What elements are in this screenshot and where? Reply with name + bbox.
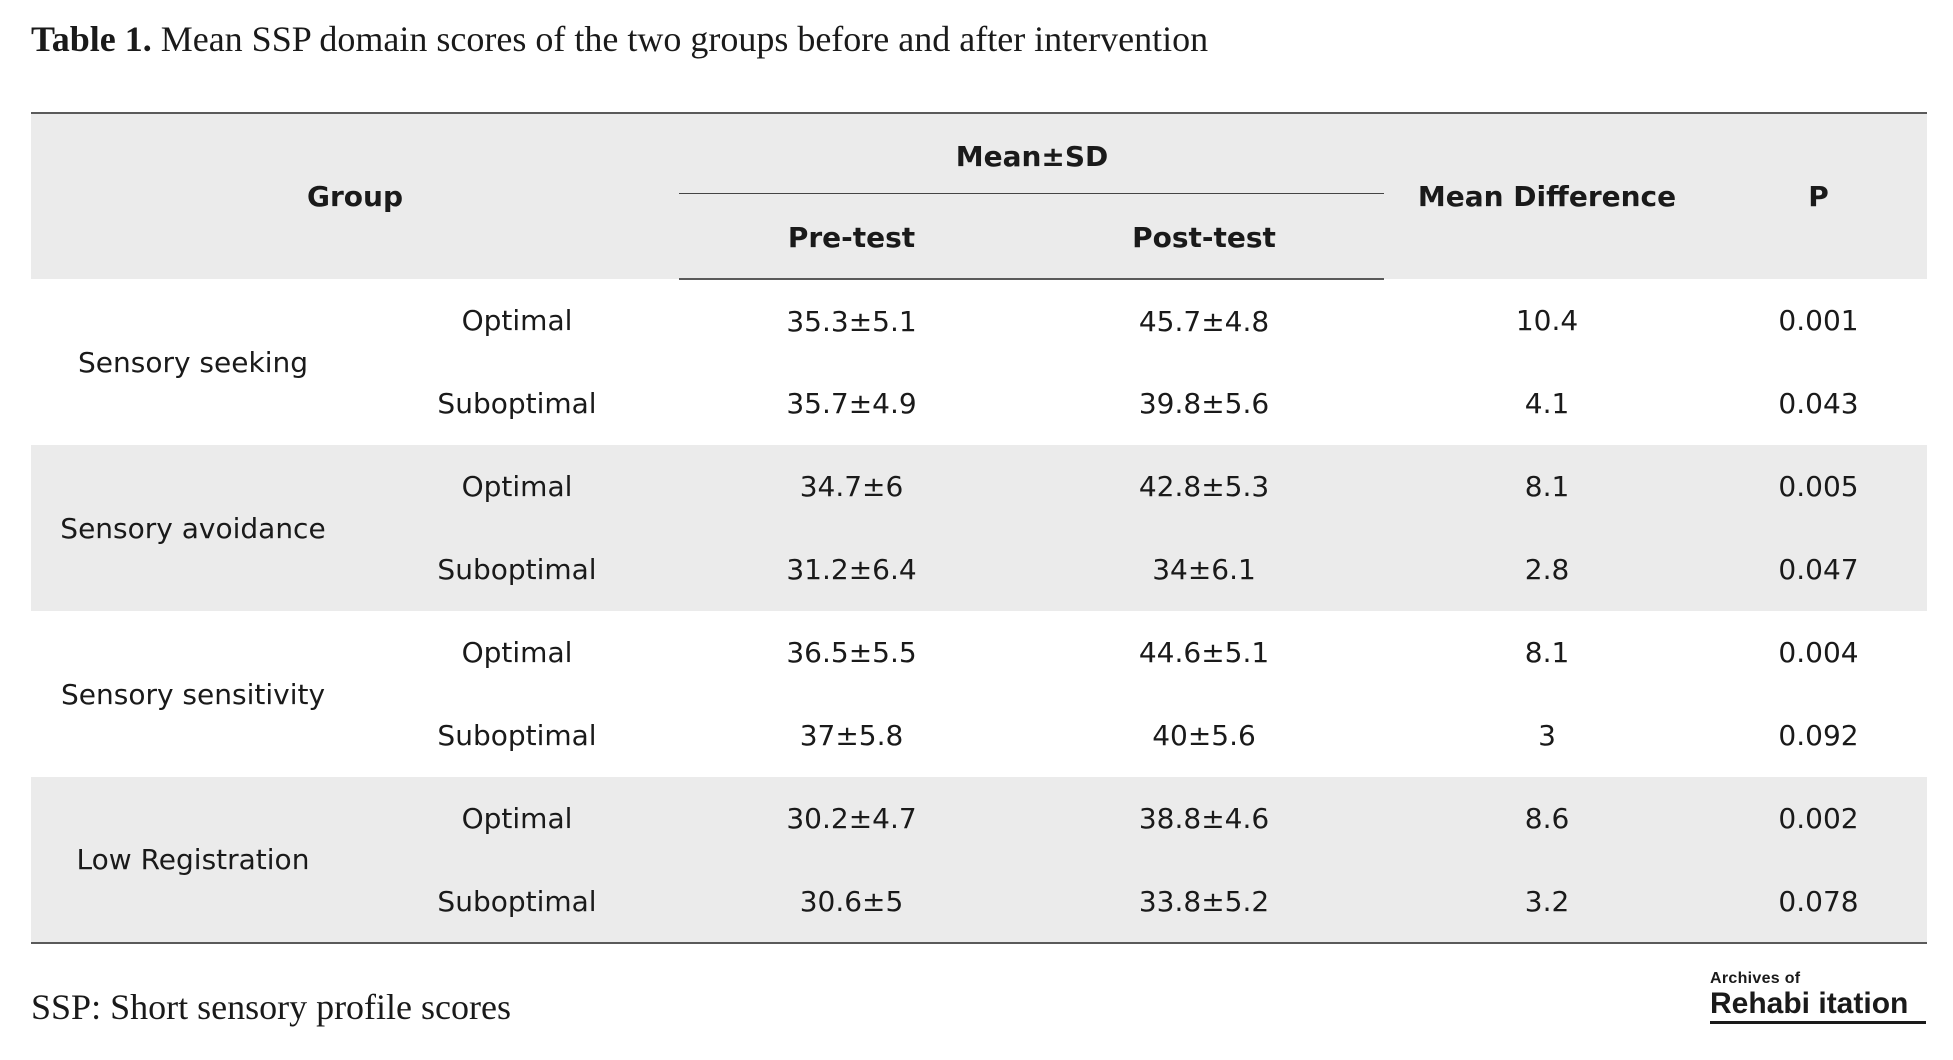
subgroup-cell: Optimal: [355, 777, 680, 860]
post-test-cell: 33.8±5.2: [1024, 860, 1385, 944]
pre-test-cell: 30.2±4.7: [679, 777, 1025, 860]
pre-test-cell: 35.3±5.1: [786, 304, 917, 338]
p-value-cell: 0.002: [1710, 777, 1928, 860]
logo-top-text: Archives of: [1710, 970, 1801, 987]
p-value-cell: 0.004: [1778, 636, 1859, 669]
logo-main-text: Rehabi itation: [1710, 987, 1909, 1020]
caption-text: Mean SSP domain scores of the two groups…: [151, 19, 1209, 59]
p-value-cell: 0.005: [1710, 445, 1928, 528]
post-test-cell: 39.8±5.6: [1138, 387, 1270, 420]
journal-logo: Archives of Rehabi itation: [1710, 970, 1930, 1024]
table-row: Suboptimal 35.7±4.9 39.8±5.6 4.1 0.043: [31, 362, 1927, 445]
subgroup-cell: Optimal: [461, 304, 573, 337]
header-mean-sd: Mean±SD: [679, 112, 1386, 197]
p-value-cell: 0.047: [1710, 528, 1928, 611]
subgroup-cell: Suboptimal: [355, 528, 680, 611]
mean-difference-cell: 3.2: [1384, 860, 1711, 944]
domain-cell: Low Registration: [31, 777, 355, 944]
mean-difference-cell: 4.1: [1524, 387, 1570, 420]
p-value-cell: 0.043: [1778, 387, 1859, 420]
subgroup-cell: Optimal: [355, 445, 680, 528]
header-mean-difference: Mean Difference: [1384, 112, 1711, 279]
mean-difference-cell: 8.1: [1384, 445, 1711, 528]
data-table: Group Mean±SD Mean Difference P Pre-test…: [31, 112, 1928, 944]
table-caption: Table 1. Mean SSP domain scores of the t…: [31, 18, 1208, 60]
table-row: Suboptimal 30.6±5 33.8±5.2 3.2 0.078: [31, 860, 1928, 944]
post-test-cell: 42.8±5.3: [1024, 445, 1385, 528]
header-p: P: [1710, 112, 1928, 279]
table-footnote: SSP: Short sensory profile scores: [31, 987, 511, 1027]
post-test-cell: 34±6.1: [1024, 528, 1385, 611]
mean-difference-cell: 2.8: [1384, 528, 1711, 611]
header-group: Group: [31, 112, 680, 279]
logo-underline: [1710, 1021, 1926, 1024]
caption-label: Table 1.: [31, 19, 152, 59]
post-test-cell: 45.7±4.8: [1138, 304, 1270, 338]
subgroup-cell: Optimal: [461, 636, 573, 669]
table-row: Sensory seeking Optimal 35.3±5.1 45.7±4.…: [31, 279, 1927, 379]
table-row: Low Registration Optimal 30.2±4.7 38.8±4…: [31, 777, 1928, 944]
header-pre-test: Pre-test: [679, 197, 1025, 280]
post-test-cell: 44.6±5.1: [1138, 636, 1270, 669]
header-mean-sd-label: Mean±SD: [679, 118, 1386, 194]
mean-difference-cell: 3: [1538, 719, 1556, 752]
post-test-cell: 40±5.6: [1152, 719, 1256, 752]
p-value-cell: 0.092: [1778, 719, 1859, 752]
pre-test-cell: 37±5.8: [799, 719, 904, 752]
subgroup-cell: Suboptimal: [437, 719, 597, 752]
p-value-cell: 0.078: [1710, 860, 1928, 944]
subgroup-cell: Suboptimal: [355, 860, 680, 944]
header-post-test: Post-test: [1024, 197, 1385, 280]
domain-cell: Sensory sensitivity: [60, 677, 326, 711]
mean-difference-cell: 8.6: [1384, 777, 1711, 860]
mean-difference-cell: 8.1: [1524, 636, 1570, 669]
subgroup-cell: Suboptimal: [437, 387, 597, 420]
table-row: Sensory sensitivity Optimal 36.5±5.5 44.…: [31, 611, 1927, 711]
p-value-cell: 0.001: [1778, 304, 1859, 337]
domain-cell: Sensory avoidance: [31, 445, 355, 611]
pre-test-cell: 31.2±6.4: [679, 528, 1025, 611]
post-test-cell: 38.8±4.6: [1024, 777, 1385, 860]
mean-difference-cell: 10.4: [1515, 304, 1579, 337]
pre-test-cell: 30.6±5: [679, 860, 1025, 944]
table-row: Sensory avoidance Optimal 34.7±6 42.8±5.…: [31, 445, 1928, 611]
pre-test-cell: 35.7±4.9: [786, 387, 917, 420]
table-row: Suboptimal 31.2±6.4 34±6.1 2.8 0.047: [31, 528, 1928, 611]
pre-test-cell: 34.7±6: [679, 445, 1025, 528]
domain-cell: Sensory seeking: [77, 345, 308, 379]
pre-test-cell: 36.5±5.5: [786, 636, 917, 669]
table-row: Suboptimal 37±5.8 40±5.6 3 0.092: [31, 694, 1927, 777]
